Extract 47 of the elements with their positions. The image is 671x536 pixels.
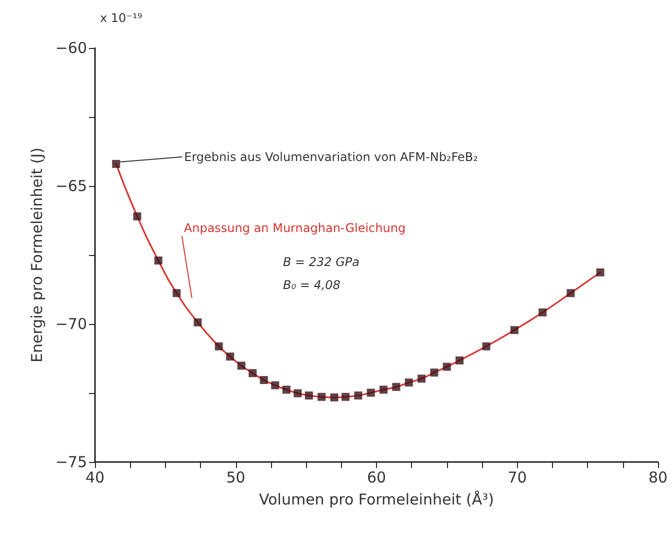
x-axis-title: Volumen pro Formeleinheit (Å³) xyxy=(259,490,494,508)
point xyxy=(482,342,490,350)
x-tick-label: 50 xyxy=(226,468,246,486)
annotation: Anpassung an Murnaghan-Gleichung xyxy=(184,220,406,235)
annotation: Ergebnis aus Volumenvariation von AFM-Nb₂FeB₂ xyxy=(184,150,478,164)
point xyxy=(294,389,302,398)
y-axis-title: Energie pro Formeleinheit (J) xyxy=(28,148,46,362)
point xyxy=(133,212,142,220)
point xyxy=(380,386,388,394)
point xyxy=(392,382,400,391)
point xyxy=(318,392,326,401)
point xyxy=(596,268,604,276)
point xyxy=(237,362,246,370)
point xyxy=(510,326,518,334)
point xyxy=(418,374,426,383)
y-tick-label: −65 xyxy=(55,177,87,195)
point xyxy=(154,256,162,265)
point xyxy=(366,388,375,397)
point xyxy=(430,368,438,377)
point xyxy=(260,376,268,384)
point xyxy=(354,391,362,400)
point xyxy=(538,308,547,316)
point xyxy=(566,289,575,298)
point xyxy=(194,318,202,326)
point xyxy=(112,160,120,168)
point xyxy=(330,393,338,402)
point xyxy=(456,356,464,364)
point xyxy=(342,392,350,401)
y-tick-label: −75 xyxy=(55,453,87,471)
x-tick-label: 80 xyxy=(648,468,668,486)
point xyxy=(442,362,451,371)
y-tick-label: −70 xyxy=(55,315,87,333)
point xyxy=(282,386,290,394)
text: x 10⁻¹⁹ xyxy=(100,11,142,25)
point xyxy=(304,391,313,400)
y-tick-label: −60 xyxy=(55,39,87,57)
x-tick-label: 40 xyxy=(85,468,105,486)
point xyxy=(404,378,413,387)
point xyxy=(271,381,280,390)
x-tick-label: 60 xyxy=(366,468,386,486)
annotation: B = 232 GPa xyxy=(283,255,360,269)
annotation: B₀ = 4,08 xyxy=(283,278,341,292)
point xyxy=(248,369,257,378)
point xyxy=(226,352,234,361)
x-tick-label: 70 xyxy=(508,468,527,486)
point xyxy=(172,289,181,298)
point xyxy=(214,342,223,350)
